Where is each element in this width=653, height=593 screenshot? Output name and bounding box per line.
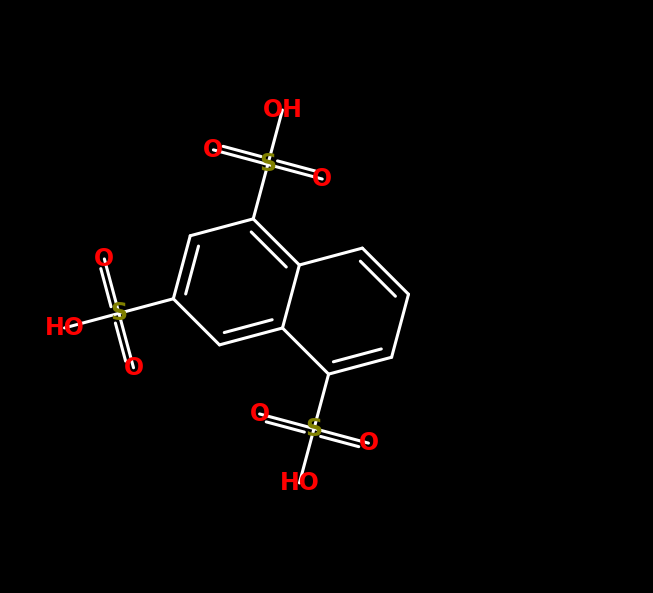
Text: O: O [358, 431, 379, 455]
Text: S: S [306, 416, 323, 441]
Text: HO: HO [279, 471, 319, 495]
Text: O: O [249, 402, 270, 426]
Text: O: O [203, 138, 223, 162]
Text: OH: OH [263, 98, 302, 122]
Text: HO: HO [44, 316, 84, 340]
Text: S: S [110, 301, 127, 326]
Text: S: S [259, 152, 276, 177]
Text: O: O [94, 247, 114, 271]
Text: O: O [312, 167, 332, 191]
Text: O: O [123, 356, 144, 380]
